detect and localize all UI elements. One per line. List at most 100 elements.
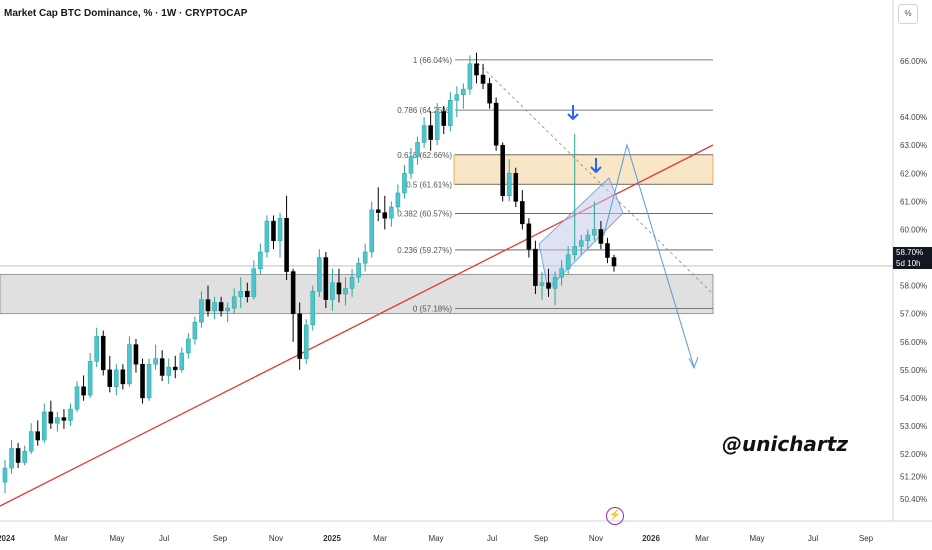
candle-body[interactable] (356, 262, 361, 278)
candle-body[interactable] (336, 282, 342, 295)
candle-body[interactable] (349, 276, 355, 289)
candle-body[interactable] (133, 344, 139, 365)
candle-body[interactable] (290, 271, 296, 314)
candle-body[interactable] (186, 338, 191, 354)
candle-body[interactable] (310, 290, 316, 326)
candle-body[interactable] (546, 282, 551, 289)
candle-body[interactable] (127, 344, 132, 385)
candle-body[interactable] (303, 324, 309, 359)
candle-body[interactable] (114, 369, 119, 387)
candle-body[interactable] (22, 451, 27, 463)
candle-body[interactable] (513, 173, 519, 202)
candle-body[interactable] (520, 201, 525, 225)
candle-body[interactable] (159, 358, 165, 376)
candle-body[interactable] (533, 248, 538, 286)
candle-body[interactable] (559, 268, 564, 278)
candle-body[interactable] (192, 321, 198, 340)
candle-body[interactable] (467, 63, 473, 90)
candle-body[interactable] (225, 307, 230, 312)
demand-zone[interactable] (0, 273, 714, 315)
candle-body[interactable] (493, 102, 499, 146)
candle-body[interactable] (375, 209, 381, 213)
candle-body[interactable] (539, 282, 545, 286)
candle-body[interactable] (74, 386, 80, 410)
candle-body[interactable] (487, 83, 492, 104)
candle-body[interactable] (100, 335, 106, 371)
candle-body[interactable] (552, 276, 558, 289)
candle-body[interactable] (258, 251, 263, 270)
candle-body[interactable] (42, 411, 47, 441)
candle-body[interactable] (611, 257, 617, 267)
candle-body[interactable] (55, 417, 60, 424)
percent-scale-button[interactable]: % (898, 4, 918, 24)
candle-body[interactable] (284, 217, 289, 272)
bear-flag-channel[interactable] (538, 177, 624, 290)
candle-body[interactable] (245, 290, 250, 298)
candle-body[interactable] (408, 156, 414, 174)
candle-body[interactable] (369, 209, 374, 253)
candle-body[interactable] (146, 363, 152, 399)
candle-body[interactable] (218, 302, 224, 312)
candle-body[interactable] (251, 268, 257, 298)
candle-body[interactable] (434, 111, 440, 140)
candle-body[interactable] (454, 94, 460, 101)
candle-body[interactable] (441, 111, 447, 126)
candle-body[interactable] (317, 257, 322, 292)
candle-body[interactable] (140, 363, 145, 399)
candle-body[interactable] (199, 299, 204, 323)
candle-body[interactable] (506, 173, 512, 197)
candle-body[interactable] (421, 125, 427, 143)
candle-body[interactable] (166, 366, 171, 376)
candle-body[interactable] (428, 125, 433, 140)
candle-body[interactable] (585, 234, 591, 241)
candle-body[interactable] (81, 386, 86, 396)
candle-body[interactable] (526, 223, 532, 250)
candle-body[interactable] (238, 290, 244, 298)
candle-body[interactable] (277, 217, 283, 241)
candle-body[interactable] (598, 229, 604, 244)
candle-body[interactable] (402, 173, 407, 194)
candle-body[interactable] (107, 369, 113, 387)
candle-body[interactable] (343, 288, 348, 295)
candle-body[interactable] (212, 302, 217, 312)
candle-body[interactable] (68, 408, 73, 421)
candle-body[interactable] (480, 74, 486, 84)
candle-body[interactable] (382, 212, 388, 219)
candle-body[interactable] (474, 63, 479, 76)
candle-body[interactable] (330, 282, 335, 300)
candle-body[interactable] (179, 352, 185, 371)
descending-dashed-line[interactable] (477, 62, 714, 295)
candle-body[interactable] (271, 220, 276, 241)
candle-body[interactable] (231, 296, 237, 309)
candle-body[interactable] (15, 448, 21, 463)
candle-body[interactable] (605, 243, 610, 258)
candle-body[interactable] (395, 192, 401, 208)
candle-body[interactable] (48, 411, 54, 424)
projection-path[interactable] (602, 143, 695, 368)
candle-body[interactable] (592, 229, 597, 236)
supply-zone[interactable] (453, 154, 714, 185)
candle-body[interactable] (61, 417, 67, 421)
candle-body[interactable] (9, 448, 14, 469)
candle-body[interactable] (500, 144, 505, 197)
candle-body[interactable] (323, 257, 329, 300)
candle-body[interactable] (448, 100, 453, 126)
candle-body[interactable] (205, 299, 211, 312)
candle-body[interactable] (572, 246, 577, 255)
candle-body[interactable] (461, 88, 466, 95)
candle-body[interactable] (120, 369, 126, 385)
candle-body[interactable] (28, 431, 34, 452)
candle-body[interactable] (87, 361, 93, 396)
candle-body[interactable] (297, 313, 302, 359)
lightning-icon[interactable]: ⚡ (606, 507, 624, 525)
candle-body[interactable] (153, 358, 158, 365)
candle-body[interactable] (389, 206, 394, 219)
candle-body[interactable] (172, 366, 178, 371)
candle-body[interactable] (565, 254, 571, 270)
candle-body[interactable] (578, 240, 584, 247)
candle-body[interactable] (35, 431, 41, 441)
candle-body[interactable] (264, 220, 270, 253)
candle-body[interactable] (362, 251, 368, 264)
candle-body[interactable] (2, 467, 8, 483)
